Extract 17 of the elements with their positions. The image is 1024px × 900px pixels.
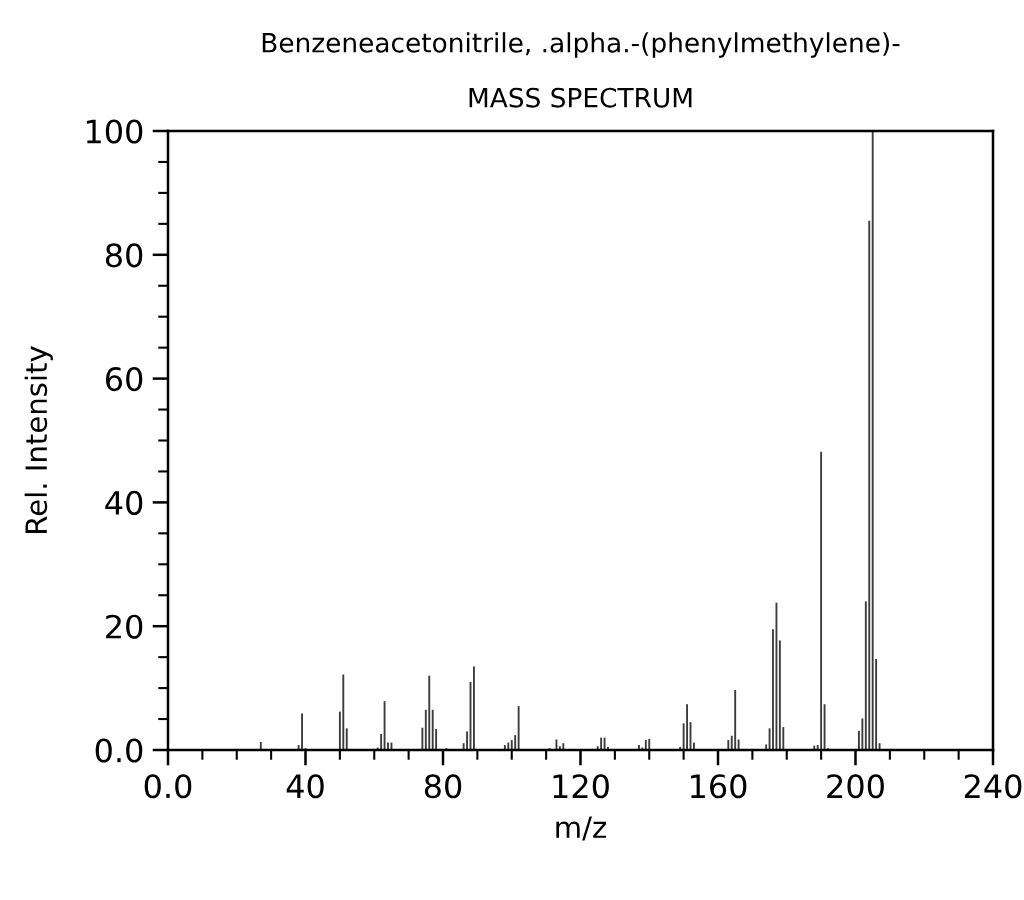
x-tick-label: 200 [827, 774, 884, 799]
x-tick-label: 80 [424, 774, 462, 799]
y-tick-label: 20 [106, 614, 143, 639]
y-axis-title: Rel. Intensity [24, 346, 53, 533]
x-tick-label: 160 [691, 774, 747, 799]
x-tick-label: 120 [553, 774, 609, 799]
y-tick-label: 100 [86, 119, 143, 144]
y-tick-label: 40 [105, 490, 143, 515]
x-tick-label: 40 [286, 774, 324, 799]
y-tick-label: 60 [105, 367, 143, 392]
x-tick-label: 240 [964, 774, 1022, 799]
chart-title: Benzeneacetonitrile, .alpha.-(phenylmethylene)- [262, 32, 900, 58]
x-axis-title: m/z [556, 816, 607, 841]
x-tick-label: 0.0 [144, 774, 192, 799]
y-tick-label: 0.0 [95, 738, 143, 763]
y-tick-label: 80 [105, 243, 143, 268]
chart-subtitle: MASS SPECTRUM [469, 87, 692, 108]
